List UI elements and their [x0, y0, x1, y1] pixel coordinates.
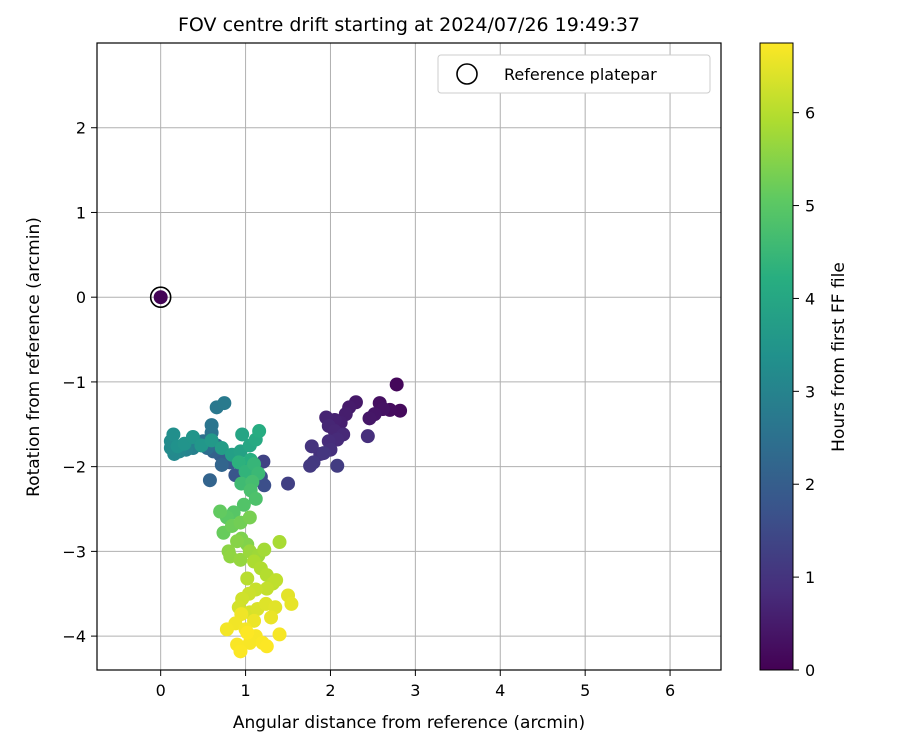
- data-point: [214, 441, 229, 456]
- data-point: [214, 457, 229, 472]
- y-axis-label: Rotation from reference (arcmin): [24, 217, 44, 497]
- data-point: [236, 497, 251, 512]
- x-tick-label: 6: [665, 681, 675, 700]
- data-point: [316, 446, 331, 461]
- data-point: [242, 510, 257, 525]
- colorbar-tick-label: 3: [805, 382, 815, 401]
- data-point: [213, 504, 228, 519]
- colorbar-tick-label: 6: [805, 104, 815, 123]
- x-tick-label: 5: [580, 681, 590, 700]
- x-tick-label: 4: [495, 681, 505, 700]
- y-tick-label: −2: [62, 458, 86, 477]
- data-point: [360, 429, 375, 444]
- data-point: [233, 552, 248, 567]
- legend-label: Reference platepar: [504, 65, 657, 84]
- data-point: [235, 427, 250, 442]
- colorbar-gradient: [759, 42, 794, 671]
- data-point: [269, 573, 284, 588]
- y-tick-label: 0: [76, 288, 86, 307]
- data-point: [304, 439, 319, 454]
- reference-platepar-marker: [149, 286, 172, 308]
- data-point: [284, 596, 299, 611]
- data-point: [389, 377, 404, 392]
- data-point: [185, 429, 200, 444]
- colorbar-tick-label: 4: [805, 289, 815, 308]
- legend-box: [437, 54, 711, 94]
- data-point: [259, 581, 274, 596]
- colorbar-tick-label: 1: [805, 568, 815, 587]
- data-point: [272, 627, 287, 642]
- y-tick-label: 2: [76, 119, 86, 138]
- data-point: [248, 491, 263, 506]
- data-point: [219, 622, 234, 637]
- x-tick-label: 3: [410, 681, 420, 700]
- colorbar-tick-label: 2: [805, 475, 815, 494]
- data-point: [303, 458, 318, 473]
- data-point: [166, 427, 181, 442]
- data-point: [204, 433, 219, 448]
- data-point: [252, 424, 267, 439]
- chart-title: FOV centre drift starting at 2024/07/26 …: [178, 14, 640, 36]
- x-tick-label: 1: [240, 681, 250, 700]
- colorbar-tick-label: 0: [805, 661, 815, 680]
- data-point: [202, 473, 217, 488]
- x-tick-label: 2: [325, 681, 335, 700]
- colorbar-ticks: 0 1 2 3 4 5 6: [793, 104, 815, 680]
- x-tick-label: 0: [156, 681, 166, 700]
- plot-frame: [96, 42, 722, 671]
- data-point: [257, 542, 272, 557]
- y-tick-label: −3: [62, 542, 86, 561]
- data-point: [240, 571, 255, 586]
- legend: Reference platepar: [437, 54, 711, 94]
- colorbar: 0 1 2 3 4 5 6 Hours from first FF file: [759, 42, 849, 680]
- y-tick-label: −1: [62, 373, 86, 392]
- data-point: [257, 478, 272, 493]
- data-point: [233, 644, 248, 659]
- data-point: [330, 458, 345, 473]
- data-point: [230, 534, 245, 549]
- legend-marker: [456, 63, 478, 85]
- x-axis-ticks: 0 1 2 3 4 5 6: [156, 670, 675, 700]
- y-tick-label: 1: [76, 203, 86, 222]
- data-point: [393, 403, 408, 418]
- data-point: [272, 535, 287, 550]
- data-point: [259, 639, 274, 654]
- data-point: [240, 625, 255, 640]
- data-point: [264, 610, 279, 625]
- data-point: [204, 418, 219, 433]
- data-point: [153, 290, 168, 305]
- colorbar-label: Hours from first FF file: [829, 262, 849, 452]
- data-point: [362, 411, 377, 426]
- data-point: [281, 476, 296, 491]
- y-axis-ticks: −4 −3 −2 −1 0 1 2: [62, 119, 97, 646]
- data-point: [217, 396, 232, 411]
- data-points: [153, 290, 408, 659]
- y-tick-label: −4: [62, 627, 86, 646]
- x-axis-label: Angular distance from reference (arcmin): [233, 713, 585, 733]
- colorbar-tick-label: 5: [805, 197, 815, 216]
- data-point: [247, 613, 262, 628]
- grid-lines: [97, 43, 721, 670]
